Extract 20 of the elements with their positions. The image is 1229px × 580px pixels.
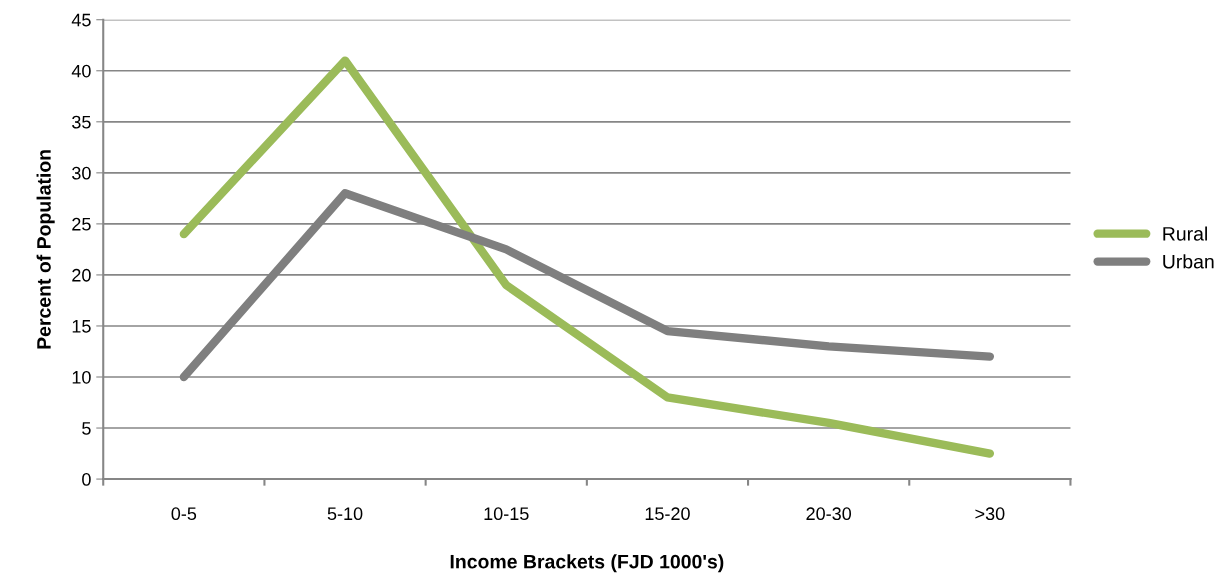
y-tick-label: 30 (72, 166, 91, 180)
x-tick-label: 15-20 (645, 507, 690, 521)
legend-label: Rural (1163, 226, 1207, 241)
y-tick-label: 45 (71, 13, 91, 27)
y-tick-label: 35 (72, 115, 91, 129)
x-tick-label: >30 (975, 507, 1005, 521)
y-tick-label: 10 (72, 370, 91, 384)
x-tick-label: 5-10 (327, 507, 363, 521)
y-tick-label: 0 (82, 473, 91, 486)
y-tick-label: 15 (72, 320, 91, 333)
x-tick-label: 10-15 (484, 507, 529, 521)
y-axis-title: Percent of Population (36, 150, 55, 349)
x-tick-label: 20-30 (806, 507, 852, 521)
x-axis-title: Income Brackets (FJD 1000's) (450, 554, 724, 573)
y-tick-label: 25 (72, 217, 91, 231)
y-tick-label: 20 (72, 268, 91, 282)
y-tick-label: 5 (82, 422, 91, 435)
y-tick-label: 40 (71, 64, 91, 78)
x-tick-label: 0-5 (171, 507, 197, 521)
legend-label: Urban (1163, 254, 1214, 269)
